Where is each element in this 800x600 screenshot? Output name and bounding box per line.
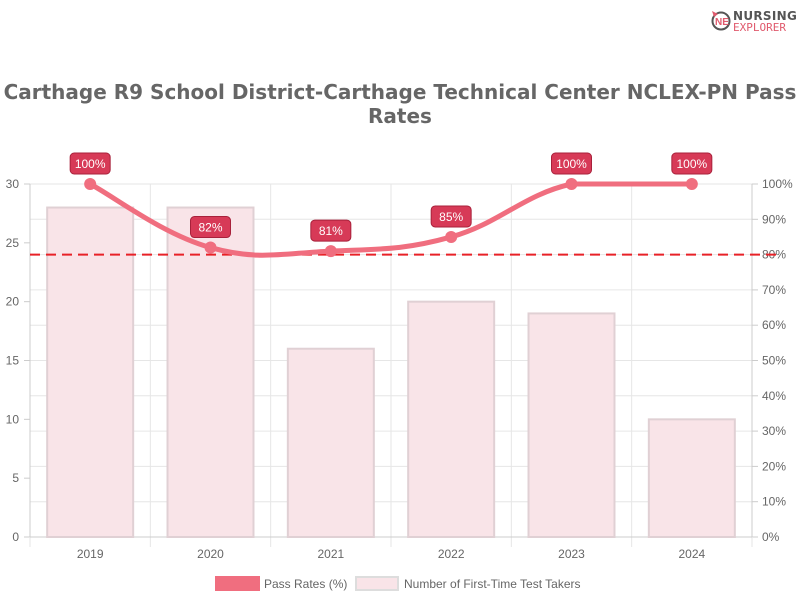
x-tick-label: 2021 <box>317 547 344 561</box>
pass-rate-point <box>685 178 698 190</box>
pass-rate-line <box>88 181 692 258</box>
left-tick-label: 30 <box>6 177 20 191</box>
bar-2020 <box>166 206 255 539</box>
legend-swatch-pass-rates <box>215 576 260 591</box>
pass-rate-point <box>565 178 578 190</box>
left-tick-label: 15 <box>6 354 20 368</box>
right-tick-label: 90% <box>762 212 786 226</box>
x-tick-label: 2024 <box>678 547 705 561</box>
right-tick-label: 40% <box>762 389 786 403</box>
left-tick-label: 10 <box>6 412 20 426</box>
pass-rate-point <box>445 230 458 243</box>
pass-rate-point <box>324 245 337 258</box>
legend-swatch-test-takers <box>355 576 399 591</box>
left-tick-label: 25 <box>6 236 20 250</box>
data-label-box <box>310 219 352 242</box>
data-label-box <box>430 205 472 228</box>
data-label: 100% <box>556 157 587 171</box>
legend-label-test-takers: Number of First-Time Test Takers <box>404 577 580 591</box>
x-tick-label: 2022 <box>438 547 465 561</box>
x-tick-label: 2023 <box>558 547 585 561</box>
right-tick-label: 20% <box>762 459 786 473</box>
logo-text-explorer: EXPLORER <box>733 21 786 34</box>
logo-text-nursing: NURSING <box>733 9 798 23</box>
x-tick-label: 2019 <box>77 547 104 561</box>
legend-label-pass-rates: Pass Rates (%) <box>264 577 347 591</box>
data-label-box <box>190 216 231 239</box>
data-label: 85% <box>439 210 463 224</box>
right-tick-label: 30% <box>762 424 786 438</box>
right-tick-label: 100% <box>762 177 793 191</box>
right-tick-label: 0% <box>762 530 780 544</box>
pass-rate-point <box>204 241 217 254</box>
nursing-explorer-logo: NE NURSING EXPLORER <box>710 8 800 34</box>
data-label-box <box>69 152 111 175</box>
bar-2024 <box>647 418 736 539</box>
right-tick-label: 70% <box>762 283 786 297</box>
bar-2019 <box>46 206 135 539</box>
bar-2021 <box>286 347 375 538</box>
pass-rate-point <box>84 178 97 190</box>
right-tick-label: 10% <box>762 495 786 509</box>
bar-2022 <box>407 300 496 538</box>
data-label-box <box>551 152 592 175</box>
logo-icon: NE <box>711 11 731 31</box>
bar-2023 <box>527 312 616 538</box>
left-tick-label: 20 <box>6 295 20 309</box>
chart-title: Carthage R9 School District-Carthage Tec… <box>3 80 797 128</box>
x-tick-label: 2020 <box>197 547 224 561</box>
data-label: 100% <box>75 157 106 171</box>
data-label: 81% <box>319 224 343 238</box>
data-label: 100% <box>676 157 707 171</box>
right-tick-label: 60% <box>762 318 786 332</box>
right-tick-label: 50% <box>762 354 786 368</box>
data-label: 82% <box>198 221 222 235</box>
svg-text:NE: NE <box>715 17 729 28</box>
data-label-box <box>671 152 713 175</box>
left-tick-label: 5 <box>12 471 19 485</box>
left-tick-label: 0 <box>12 530 19 544</box>
